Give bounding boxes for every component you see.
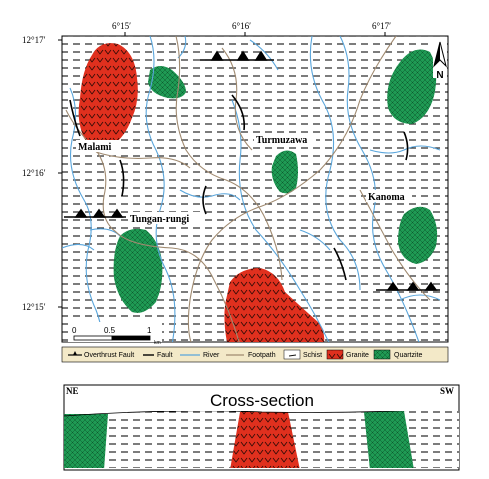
latitude-label-1: 12°17′ — [22, 35, 46, 45]
legend-label-footpath: Footpath — [248, 352, 276, 359]
scale-tick-1: 1 — [147, 326, 152, 335]
scale-tick-0: 0 — [72, 326, 77, 335]
north-arrow-label: N — [436, 70, 443, 81]
longitude-label-1: 6°15′ — [112, 21, 131, 31]
legend-label-overthrust: Overthrust Fault — [84, 352, 134, 359]
town-label-kanoma: Kanoma — [368, 192, 405, 203]
longitude-label-3: 6°17′ — [372, 21, 391, 31]
scale-bar: 0 0.5 1 km — [68, 322, 162, 346]
legend-label-granite: Granite — [346, 352, 369, 359]
cross-section: Cross-section NE SW — [63, 384, 460, 471]
legend-label-fault: Fault — [157, 352, 173, 359]
quartzite-body-1 — [148, 66, 186, 99]
town-label-tungan-rungi: Tungan-rungi — [130, 214, 189, 225]
latitude-label-3: 12°15′ — [22, 302, 46, 312]
cross-section-quartzite-left — [64, 414, 108, 468]
cross-section-granite — [230, 412, 300, 468]
cross-section-quartzite-right — [364, 411, 414, 468]
rivers — [62, 36, 441, 342]
north-arrow-icon: N — [433, 40, 447, 81]
cross-section-ne-label: NE — [66, 386, 79, 396]
cross-section-sw-label: SW — [440, 386, 454, 396]
faults — [69, 94, 409, 281]
town-label-turmuzawa: Turmuzawa — [256, 135, 307, 146]
scale-tick-05: 0.5 — [104, 326, 116, 335]
cross-section-title: Cross-section — [210, 391, 314, 410]
legend-label-schist: Schist — [303, 352, 322, 359]
legend-label-quartzite: Quartzite — [394, 352, 423, 359]
quartzite-body-2 — [387, 49, 437, 124]
quartzite-body-4 — [113, 228, 163, 313]
overthrust-faults — [64, 50, 440, 291]
latitude-label-2: 12°16′ — [22, 168, 46, 178]
granite-body-south — [224, 268, 325, 342]
scale-unit: km — [154, 340, 161, 346]
longitude-label-2: 6°16′ — [232, 21, 251, 31]
legend-label-river: River — [203, 352, 220, 359]
quartzite-body-3 — [271, 150, 298, 194]
granite-body-malami — [78, 43, 138, 149]
frame-ticks — [58, 32, 386, 308]
quartzite-body-5 — [398, 206, 438, 264]
town-label-malami: Malami — [78, 142, 112, 153]
legend: Overthrust Fault Fault River Footpath Sc… — [61, 346, 449, 363]
